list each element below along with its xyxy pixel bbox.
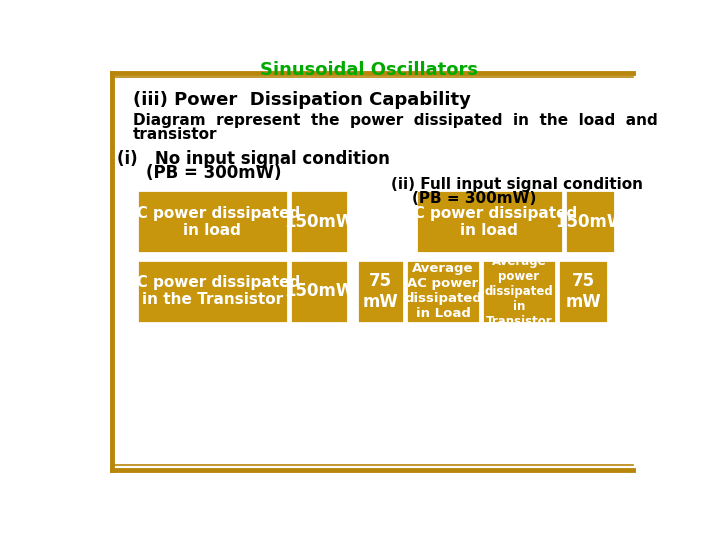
FancyBboxPatch shape [558, 260, 608, 323]
Text: Average
power
dissipated
in
Transistor: Average power dissipated in Transistor [485, 255, 554, 328]
Text: (PB = 300mW): (PB = 300mW) [145, 164, 282, 181]
FancyBboxPatch shape [290, 260, 348, 323]
FancyBboxPatch shape [137, 260, 287, 323]
Text: 150mW: 150mW [284, 213, 354, 231]
Text: Average
AC power
dissipated
in Load: Average AC power dissipated in Load [404, 262, 482, 320]
Text: 75
mW: 75 mW [565, 272, 601, 310]
Text: DC power dissipated
in the Transistor: DC power dissipated in the Transistor [124, 275, 300, 307]
FancyBboxPatch shape [406, 260, 480, 323]
FancyBboxPatch shape [290, 190, 348, 253]
FancyBboxPatch shape [357, 260, 404, 323]
FancyBboxPatch shape [137, 190, 287, 253]
Text: (i)   No input signal condition: (i) No input signal condition [117, 150, 390, 168]
Text: 75
mW: 75 mW [363, 272, 398, 310]
Text: (ii) Full input signal condition: (ii) Full input signal condition [391, 177, 643, 192]
Text: (PB = 300mW): (PB = 300mW) [412, 191, 536, 206]
Text: (iii) Power  Dissipation Capability: (iii) Power Dissipation Capability [132, 91, 470, 109]
Text: Sinusoidal Oscillators: Sinusoidal Oscillators [260, 61, 478, 79]
Text: 150mW: 150mW [555, 213, 626, 231]
FancyBboxPatch shape [565, 190, 616, 253]
FancyBboxPatch shape [415, 190, 563, 253]
Text: 150mW: 150mW [284, 282, 354, 300]
Text: DC power dissipated
in load: DC power dissipated in load [124, 206, 300, 238]
FancyBboxPatch shape [482, 260, 556, 323]
Text: transistor: transistor [132, 126, 217, 141]
Text: DC power dissipated
in load: DC power dissipated in load [401, 206, 577, 238]
Text: Diagram  represent  the  power  dissipated  in  the  load  and: Diagram represent the power dissipated i… [132, 113, 657, 128]
